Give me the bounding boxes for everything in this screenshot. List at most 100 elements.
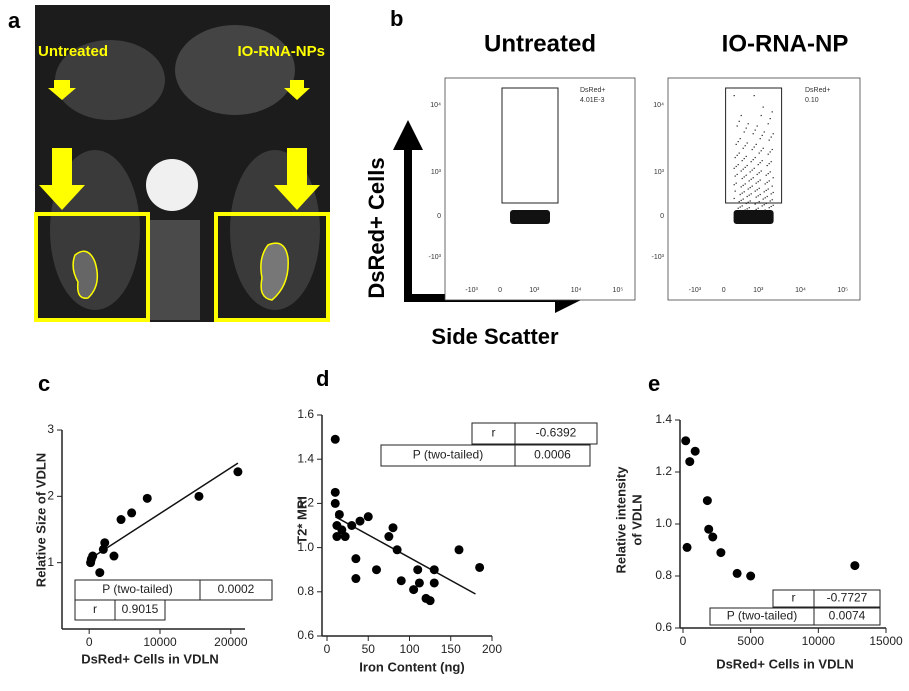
event	[737, 164, 739, 166]
table-text: 0.0002	[218, 582, 255, 596]
event	[738, 201, 740, 203]
point	[702, 496, 712, 506]
y-tick-label: 0	[660, 213, 664, 220]
event	[758, 152, 760, 154]
event	[746, 164, 748, 167]
y-axis-title: Relative intensity	[613, 466, 628, 574]
event	[734, 175, 736, 177]
y-tick-label: 10⁴	[430, 102, 441, 109]
x-tick-label: 10⁴	[795, 287, 806, 294]
event	[769, 151, 771, 153]
panel-b: b Untreated IO-RNA-NP DsRed+ Cells Side …	[364, 6, 861, 349]
table-text: r	[492, 426, 496, 440]
arrow	[48, 80, 76, 100]
event	[739, 206, 741, 208]
point	[351, 574, 361, 584]
table-text: -0.6392	[536, 426, 577, 440]
event	[735, 182, 737, 184]
event	[756, 202, 758, 204]
event	[770, 161, 772, 163]
table-cell	[199, 579, 273, 601]
point	[682, 542, 692, 552]
point	[414, 578, 424, 588]
event	[733, 184, 735, 186]
y-tick-label: 1.4	[655, 412, 672, 426]
event	[755, 196, 757, 198]
event	[755, 143, 757, 145]
flow-plot	[444, 77, 636, 301]
event	[753, 146, 755, 148]
event	[763, 204, 765, 206]
point	[681, 436, 691, 446]
event	[759, 162, 761, 164]
x-tick-label: -10³	[465, 287, 478, 294]
event	[748, 180, 750, 182]
event	[767, 153, 769, 155]
event	[742, 168, 744, 170]
point	[685, 457, 695, 467]
point	[233, 467, 243, 477]
tissue	[55, 40, 165, 120]
event	[744, 166, 746, 169]
panel-label: a	[8, 8, 21, 33]
gate-value: 0.10	[805, 97, 819, 104]
y-tick-label: 1.4	[297, 451, 314, 465]
x-tick-label: 10⁵	[613, 287, 624, 294]
event	[757, 164, 759, 166]
event	[735, 143, 737, 145]
table-text: P (two-tailed)	[413, 448, 483, 462]
event	[761, 134, 763, 137]
y-tick-label: 0	[437, 213, 441, 220]
event	[769, 171, 771, 173]
event	[753, 167, 755, 169]
event	[747, 123, 749, 125]
point	[363, 512, 373, 522]
event	[766, 195, 768, 198]
event	[760, 150, 762, 152]
event	[744, 145, 746, 147]
panel-label: b	[390, 6, 403, 31]
event-cluster	[733, 210, 774, 224]
event	[761, 160, 763, 162]
fit-line	[334, 516, 476, 595]
event	[754, 190, 756, 192]
event	[772, 204, 774, 206]
event	[743, 157, 745, 160]
event	[754, 156, 756, 159]
event	[771, 199, 773, 201]
event	[740, 199, 742, 201]
event	[745, 155, 747, 158]
event	[734, 156, 736, 159]
tissue	[175, 25, 295, 115]
point	[109, 551, 119, 561]
event	[765, 174, 767, 176]
x-axis-title: DsRed+ Cells in VDLN	[81, 651, 219, 666]
x-tick-label: 0	[324, 642, 331, 656]
event	[754, 129, 756, 131]
event	[741, 177, 743, 180]
point	[850, 561, 860, 571]
x-tick-label: 150	[441, 642, 461, 656]
event	[772, 133, 774, 135]
x-tick-label: 0	[86, 635, 93, 649]
table-cell	[514, 422, 598, 445]
event	[739, 193, 741, 196]
event	[760, 114, 762, 117]
x-tick-label: 100	[399, 642, 419, 656]
x-tick-label: 20000	[214, 635, 248, 649]
x-tick-label: 15000	[869, 634, 903, 648]
fit-line	[88, 462, 239, 560]
event	[744, 183, 746, 185]
label-untreated: Untreated	[38, 43, 108, 60]
y-tick-label: 2	[47, 489, 54, 503]
lymph-node	[260, 242, 289, 301]
event	[751, 169, 753, 171]
point	[337, 525, 347, 535]
event	[758, 187, 760, 189]
event	[742, 198, 744, 200]
event	[752, 177, 754, 179]
y-tick-label: 0.6	[655, 620, 672, 634]
y-tick-label: 10³	[431, 169, 442, 176]
event	[752, 133, 754, 135]
event	[771, 148, 773, 151]
